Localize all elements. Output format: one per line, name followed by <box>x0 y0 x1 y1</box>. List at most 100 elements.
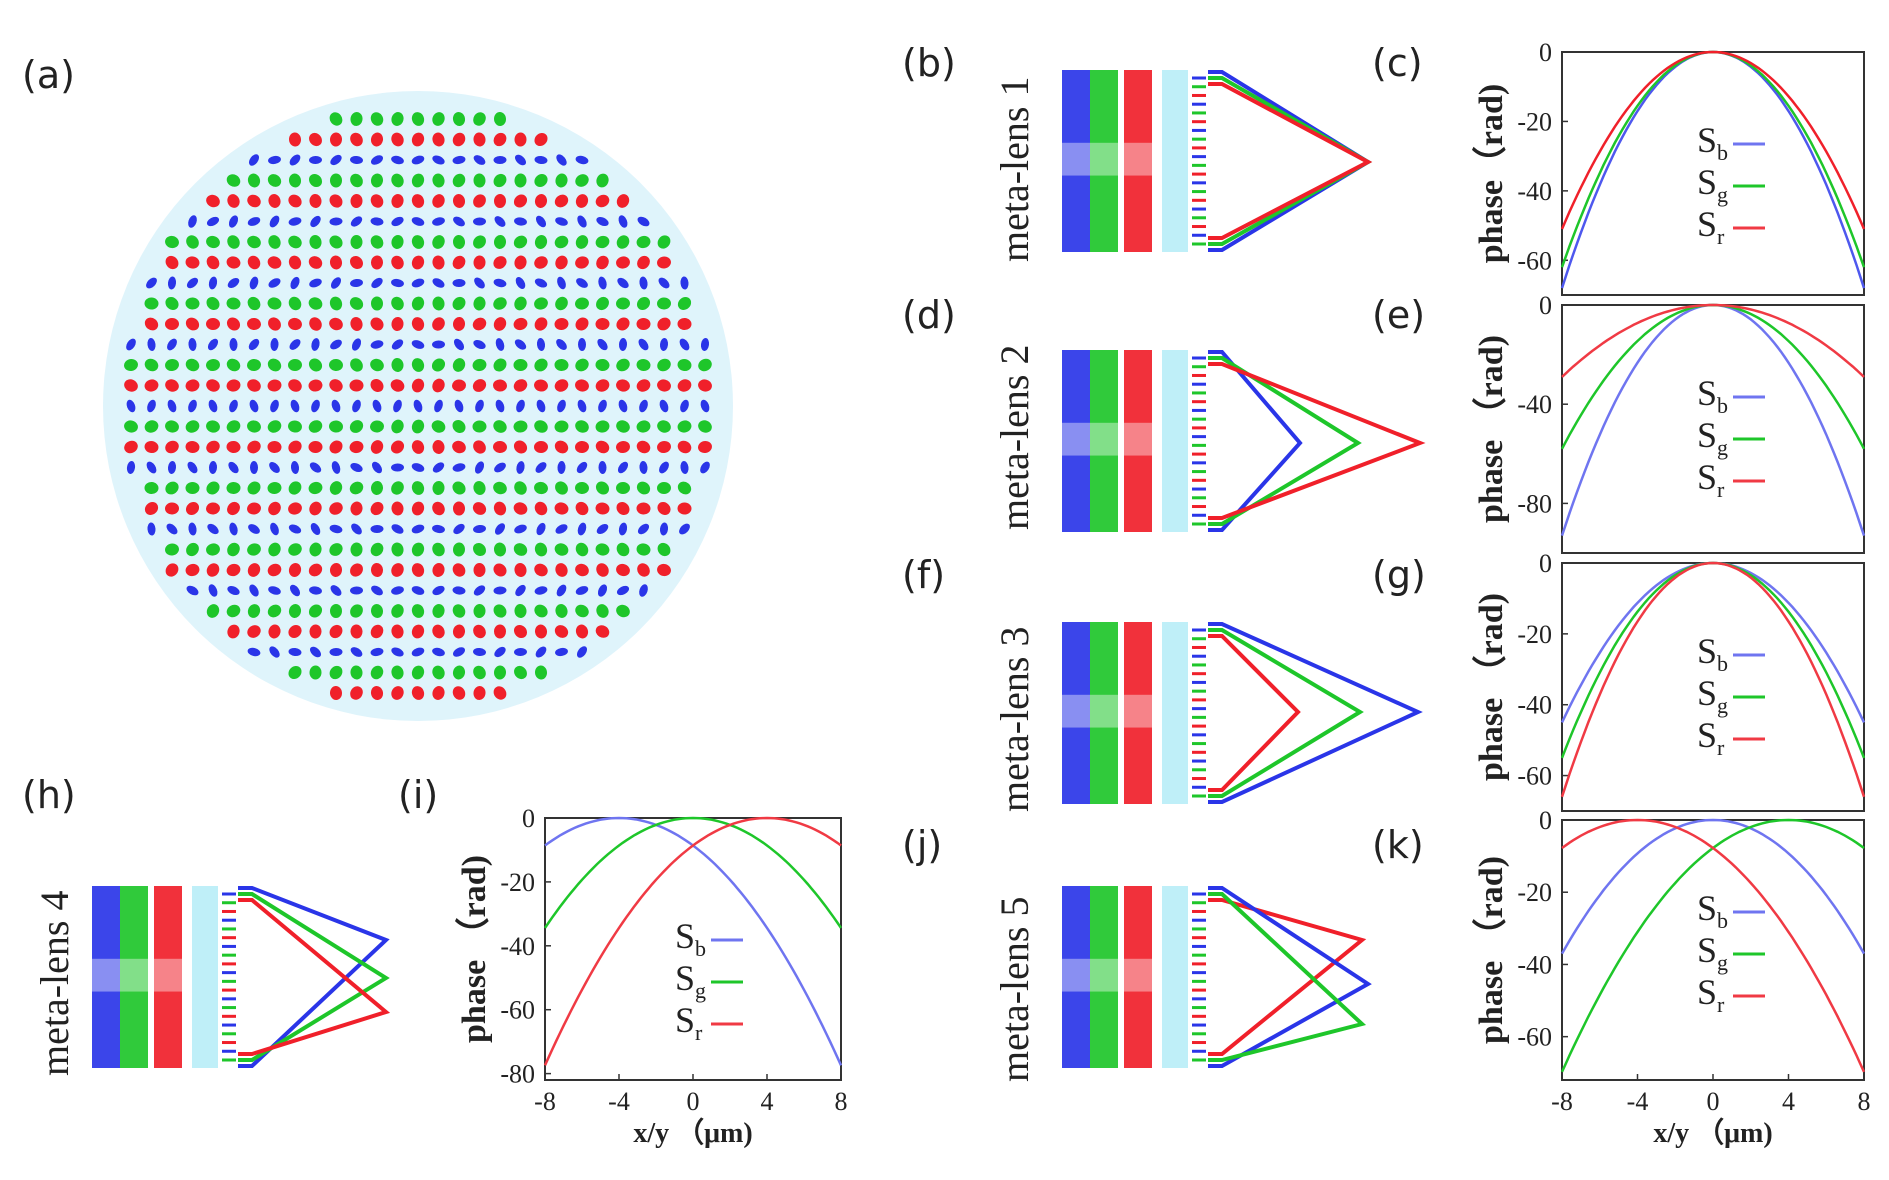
nanopillar <box>513 420 528 433</box>
nanopillar <box>126 461 136 474</box>
nanopillar <box>227 585 240 596</box>
nanopillar <box>309 132 322 147</box>
nanopillar <box>636 296 651 311</box>
nanopillar <box>329 563 343 577</box>
nanopillar <box>267 379 282 392</box>
nanopillar <box>596 296 609 311</box>
nanopillar <box>452 255 466 270</box>
nanopillar <box>596 523 609 535</box>
nanopillar <box>616 235 630 249</box>
nanopillar <box>289 339 301 350</box>
lens-name-5: meta-lens 5 <box>992 897 1037 1083</box>
nanopillar <box>330 277 342 289</box>
nanopillar <box>514 665 527 680</box>
lens-waist <box>1062 422 1152 456</box>
lens-band-red <box>1124 70 1152 252</box>
y-tick-label: -20 <box>1517 878 1552 907</box>
nanopillar <box>391 563 404 577</box>
nanopillar <box>432 462 445 473</box>
nanopillar <box>598 399 607 413</box>
nanopillar <box>370 481 384 495</box>
nanopillar <box>371 461 383 474</box>
nanopillar <box>247 563 261 577</box>
y-axis-label: phase （rad) <box>1471 856 1510 1044</box>
nanopillar <box>411 235 425 249</box>
nanopillar <box>452 132 466 147</box>
nanopillar <box>308 563 323 577</box>
nanopillar <box>575 174 589 187</box>
nanopillar <box>472 379 487 392</box>
meta-atom <box>1192 1049 1206 1053</box>
nanopillar <box>679 338 690 351</box>
nanopillar <box>309 501 322 516</box>
y-tick-label: -20 <box>1517 620 1552 649</box>
nanopillar <box>350 278 363 288</box>
nanopillar <box>391 463 404 472</box>
nanopillar <box>658 277 670 289</box>
x-tick-label: 4 <box>1782 1087 1795 1116</box>
nanopillar <box>144 297 159 310</box>
lens-band-red <box>1124 622 1152 804</box>
nanopillar <box>493 686 507 700</box>
nanopillar <box>659 522 669 536</box>
nanopillar <box>126 338 136 351</box>
legend-subscript: r <box>1717 992 1725 1017</box>
nanopillar <box>227 542 240 557</box>
nanopillar <box>308 297 323 310</box>
nanopillar <box>247 317 261 331</box>
nanopillar <box>556 154 567 166</box>
nanopillar <box>370 235 384 249</box>
nanopillar <box>432 340 445 349</box>
y-tick-label: 0 <box>1539 291 1552 320</box>
nanopillar <box>432 647 445 657</box>
nanopillar <box>473 665 486 680</box>
nanopillar <box>206 481 220 495</box>
meta-atom <box>222 962 236 966</box>
nanopillar <box>288 440 302 454</box>
legend-subscript: r <box>1717 477 1725 502</box>
y-axis-label: phase （rad) <box>454 855 493 1043</box>
nanopillar <box>595 420 610 433</box>
nanopillar <box>514 296 527 311</box>
nanopillar <box>247 647 261 657</box>
nanopillar <box>575 358 589 372</box>
nanopillar <box>206 502 220 515</box>
nanopillar <box>677 358 692 372</box>
lens-schematic-1 <box>1062 70 1373 252</box>
y-tick-label: -60 <box>1517 246 1552 275</box>
nanopillar <box>473 217 486 226</box>
nanopillar <box>698 440 712 454</box>
nanopillar <box>146 277 157 289</box>
lens-band-green <box>1090 622 1118 804</box>
nanopillar <box>248 524 260 534</box>
nanopillar <box>226 379 241 392</box>
nanopillar <box>554 358 569 372</box>
nanopillar <box>370 378 384 393</box>
nanopillar <box>411 217 425 226</box>
nanopillar <box>391 624 404 639</box>
nanopillar <box>411 194 425 208</box>
nanopillar <box>411 255 425 270</box>
nanopillar <box>208 399 218 413</box>
lens-band-green <box>1090 886 1118 1068</box>
panel-label-e: (e) <box>1372 293 1425 337</box>
nanopillar <box>309 586 322 595</box>
meta-atom <box>1192 672 1206 676</box>
y-tick-label: -60 <box>1517 762 1552 791</box>
nanopillar <box>413 399 423 413</box>
nanopillar <box>165 543 179 556</box>
nanopillar <box>226 174 241 187</box>
meta-atom <box>1192 443 1206 447</box>
nanopillar <box>351 523 362 535</box>
nanopillar <box>577 522 587 536</box>
nanopillar <box>639 461 648 474</box>
meta-atom <box>1192 1058 1206 1062</box>
nanopillar <box>493 563 507 577</box>
meta-atom <box>1192 944 1206 948</box>
meta-atom <box>1192 1014 1206 1018</box>
nanopillar <box>247 379 261 392</box>
meta-atom <box>1192 216 1206 220</box>
nanopillar <box>575 542 589 557</box>
nanopillar <box>535 462 547 473</box>
nanopillar <box>411 624 425 639</box>
